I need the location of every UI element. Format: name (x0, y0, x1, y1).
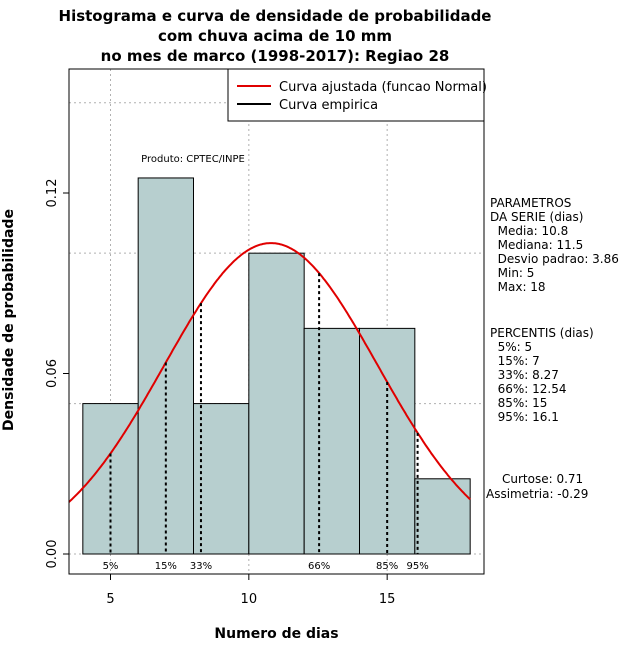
param-line-5: Min: 5 (490, 266, 535, 280)
percentile-label-0: 5% (103, 561, 119, 572)
normal-fit-curve (68, 242, 471, 503)
histogram-bar-2 (193, 403, 250, 555)
percent-line-1: 5%: 5 (490, 340, 533, 354)
histogram-bar-3 (248, 252, 305, 555)
assimetria-text: Assimetria: -0.29 (486, 487, 589, 501)
chart-title-line-2: com chuva acima de 10 mm (157, 27, 393, 45)
x-tick-label-0: 5 (106, 592, 114, 607)
chart-title-line-1: Histograma e curva de densidade de proba… (58, 7, 492, 25)
percentile-label-1: 15% (155, 561, 177, 572)
curtose-text: Curtose: 0.71 (502, 472, 584, 486)
param-line-3: Mediana: 11.5 (490, 238, 584, 252)
y-tick-label-0: 0.00 (45, 540, 60, 569)
param-line-1: DA SERIE (dias) (490, 210, 584, 224)
percent-line-2: 15%: 7 (490, 354, 540, 368)
percentile-label-3: 66% (308, 561, 330, 572)
x-tick-label-2: 15 (379, 592, 396, 607)
legend-label-0: Curva ajustada (funcao Normal) (279, 80, 487, 95)
percent-line-3: 33%: 8.27 (490, 368, 559, 382)
percent-line-0: PERCENTIS (dias) (490, 326, 594, 340)
y-axis-label: Densidade de probabilidade (1, 209, 17, 431)
percentile-label-4: 85% (376, 561, 398, 572)
y-tick-label-1: 0.06 (45, 359, 60, 388)
product-annotation: Produto: CPTEC/INPE (141, 154, 245, 165)
histogram-bar-1 (137, 177, 195, 555)
param-line-4: Desvio padrao: 3.86 (490, 252, 619, 266)
percent-line-5: 85%: 15 (490, 396, 548, 410)
param-line-2: Media: 10.8 (490, 224, 569, 238)
legend-box (227, 68, 485, 122)
histogram-bar-4 (303, 327, 360, 555)
percent-line-4: 66%: 12.54 (490, 382, 567, 396)
legend-label-1: Curva empirica (279, 98, 378, 113)
param-line-0: PARAMETROS (490, 196, 572, 210)
percentile-label-5: 95% (406, 561, 428, 572)
x-tick-label-1: 10 (241, 592, 258, 607)
y-tick-label-2: 0.12 (45, 179, 60, 208)
chart-title-line-3: no mes de marco (1998-2017): Regiao 28 (100, 47, 450, 65)
percent-line-6: 95%: 16.1 (490, 410, 559, 424)
x-axis-label: Numero de dias (214, 626, 338, 642)
percentile-label-2: 33% (190, 561, 212, 572)
param-line-6: Max: 18 (490, 280, 546, 294)
